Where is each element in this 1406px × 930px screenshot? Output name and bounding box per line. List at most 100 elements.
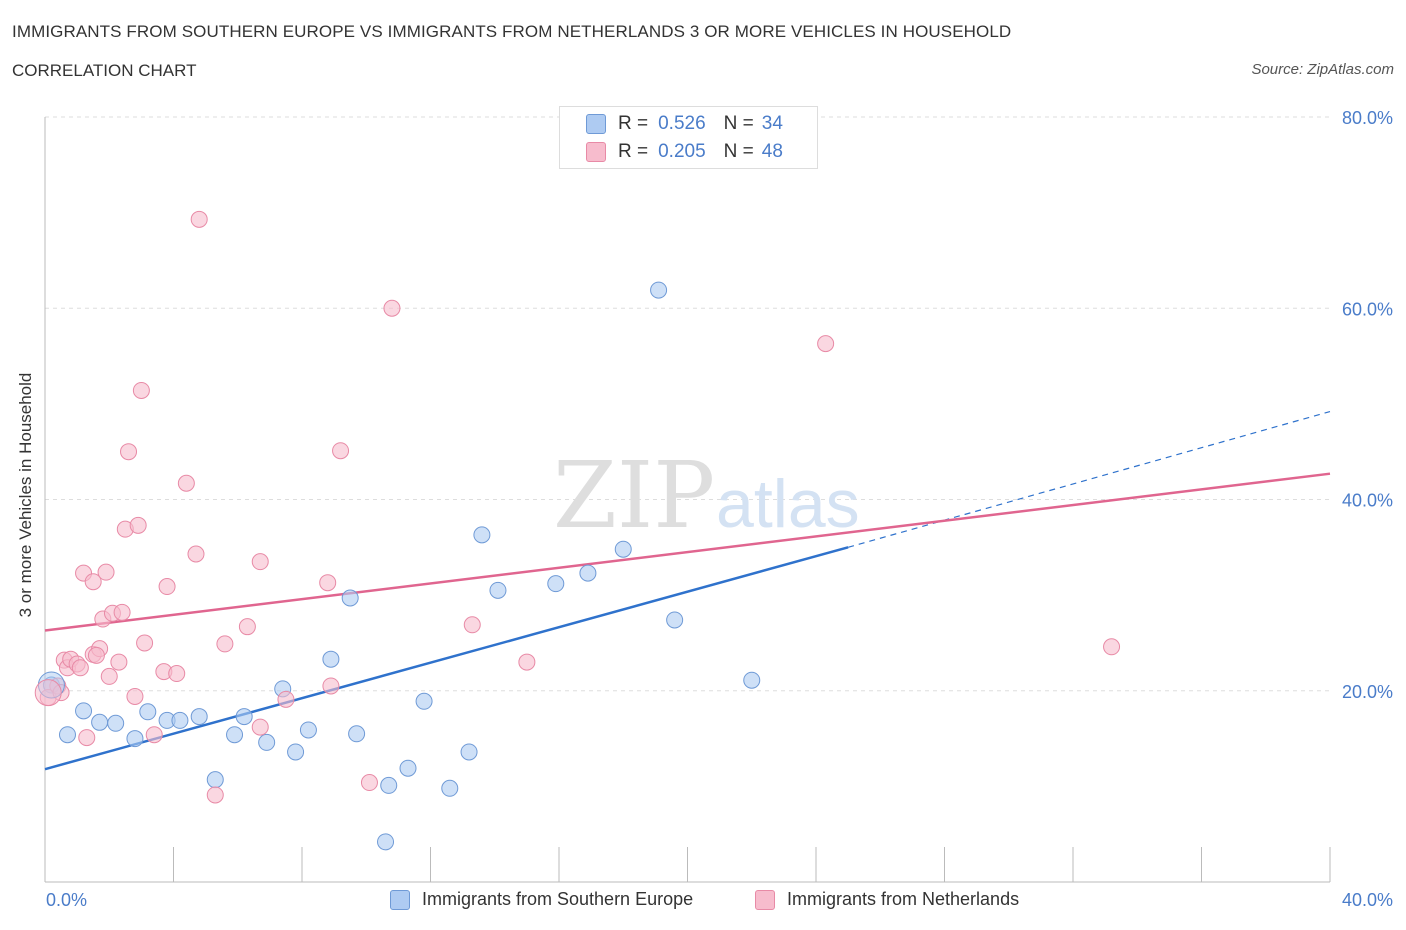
stats-legend-row-pink: R = 0.205 N = 48	[586, 139, 783, 165]
data-point-blue	[287, 743, 305, 761]
data-point-pink	[126, 687, 144, 705]
y-tick-label: 40.0%	[1342, 491, 1393, 511]
series-name-blue: Immigrants from Southern Europe	[422, 889, 694, 909]
data-point-pink	[319, 574, 337, 592]
stats-legend-row-blue: R = 0.526 N = 34	[586, 111, 783, 137]
data-point-blue	[91, 713, 109, 731]
data-point-blue	[614, 540, 632, 558]
data-point-blue	[547, 575, 565, 593]
data-point-blue	[341, 589, 359, 607]
series-name-pink: Immigrants from Netherlands	[787, 889, 1020, 909]
grid-layer	[45, 116, 1330, 692]
trend-line-blue	[44, 546, 849, 771]
series-legend-item-pink[interactable]: Immigrants from Netherlands	[755, 889, 1019, 910]
watermark: ZIP atlas	[553, 442, 860, 549]
y-axis-label: 3 or more Vehicles in Household	[16, 372, 35, 618]
data-point-pink	[251, 718, 269, 736]
stats-legend: R = 0.526 N = 34 R = 0.205 N = 48	[559, 106, 818, 169]
data-point-blue	[258, 733, 276, 751]
data-point-pink	[120, 443, 138, 461]
data-point-blue	[650, 281, 668, 299]
data-point-pink	[187, 545, 205, 563]
data-point-blue	[58, 726, 76, 744]
series-legend: Immigrants from Southern Europe Immigran…	[0, 889, 1406, 915]
data-point-pink	[383, 299, 401, 317]
data-point-blue	[299, 721, 317, 739]
data-point-blue	[107, 714, 125, 732]
data-point-blue	[171, 711, 189, 729]
legend-swatch-blue	[390, 889, 410, 910]
y-tick-label: 80.0%	[1342, 108, 1393, 128]
data-point-pink	[168, 665, 186, 683]
source-label: Source: ZipAtlas.com	[1251, 61, 1394, 78]
r-label: R =	[618, 141, 649, 162]
data-point-pink	[206, 786, 224, 804]
data-point-pink	[817, 335, 835, 353]
data-point-blue	[399, 759, 417, 777]
data-point-pink	[177, 474, 195, 492]
data-point-pink	[332, 442, 350, 460]
r-value-pink: 0.205	[658, 141, 706, 162]
data-point-pink	[129, 516, 147, 534]
data-point-blue	[460, 743, 478, 761]
data-point-pink	[100, 667, 118, 685]
legend-swatch-pink	[586, 142, 606, 162]
data-point-blue	[226, 726, 244, 744]
y-tick-labels: 20.0% 40.0% 60.0% 80.0%	[1342, 108, 1393, 702]
y-tick-label: 60.0%	[1342, 299, 1393, 319]
watermark-zip: ZIP	[553, 442, 715, 549]
data-point-blue	[441, 779, 459, 797]
data-point-pink	[277, 690, 295, 708]
data-point-pink	[84, 573, 102, 591]
data-point-pink	[34, 679, 62, 707]
data-point-blue	[348, 725, 366, 743]
n-label: N =	[723, 113, 754, 134]
data-point-pink	[145, 726, 163, 744]
r-label: R =	[618, 113, 649, 134]
data-point-blue	[666, 611, 684, 629]
data-point-blue	[473, 526, 491, 544]
data-point-pink	[97, 563, 115, 581]
data-point-pink	[132, 381, 150, 399]
data-point-pink	[71, 659, 89, 677]
data-point-blue	[206, 771, 224, 789]
n-value-pink: 48	[761, 141, 783, 162]
data-point-pink	[360, 774, 378, 792]
data-point-pink	[113, 603, 131, 621]
data-point-pink	[463, 616, 481, 634]
data-point-pink	[216, 635, 234, 653]
watermark-atlas: atlas	[716, 466, 860, 542]
data-point-pink	[518, 653, 536, 671]
trend-line-pink	[44, 472, 1331, 632]
data-point-blue	[75, 702, 93, 720]
data-point-pink	[322, 677, 340, 695]
trend-layer	[44, 410, 1331, 771]
data-point-blue	[380, 776, 398, 794]
data-point-pink	[1103, 638, 1121, 656]
n-label: N =	[723, 141, 754, 162]
data-point-pink	[136, 634, 154, 652]
trend-line-extension-blue	[847, 410, 1331, 548]
data-point-pink	[158, 578, 176, 596]
legend-swatch-blue	[586, 114, 606, 134]
data-point-blue	[743, 671, 761, 689]
data-point-blue	[415, 692, 433, 710]
data-point-blue	[579, 564, 597, 582]
r-value-blue: 0.526	[658, 113, 706, 134]
series-legend-item-blue[interactable]: Immigrants from Southern Europe	[390, 889, 693, 910]
data-point-pink	[251, 553, 269, 571]
data-point-pink	[78, 729, 96, 747]
data-point-pink	[87, 646, 105, 664]
data-point-blue	[377, 833, 395, 851]
point-layer	[34, 210, 1121, 851]
data-point-blue	[190, 708, 208, 726]
data-point-pink	[110, 653, 128, 671]
data-point-blue	[235, 708, 253, 726]
chart-subtitle: CORRELATION CHART	[12, 61, 197, 80]
data-point-blue	[322, 650, 340, 668]
data-point-blue	[489, 581, 507, 599]
legend-swatch-pink	[755, 889, 775, 910]
n-value-blue: 34	[761, 113, 783, 134]
x-tick-max: 40.0%	[1341, 890, 1393, 910]
